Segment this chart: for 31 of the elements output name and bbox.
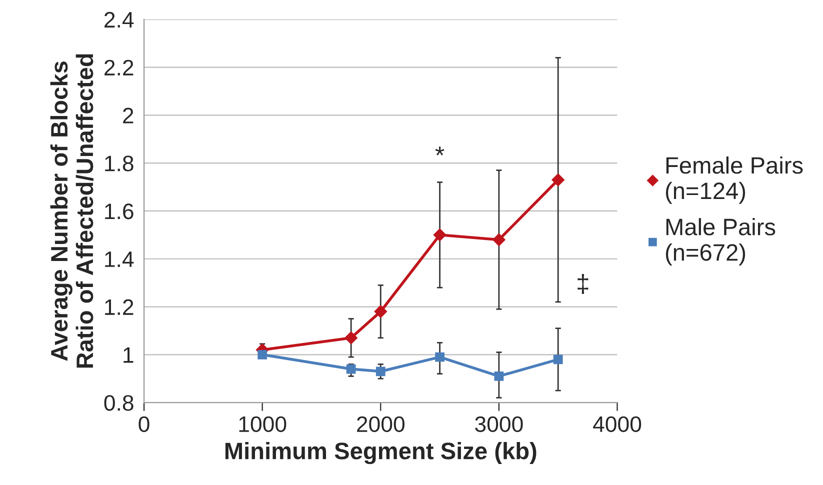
y-tick-label: 1.6 <box>105 204 134 220</box>
annotation: ‡ <box>578 274 588 294</box>
point <box>346 364 356 374</box>
y-tick-label: 2 <box>123 108 134 124</box>
x-axis-title: Minimum Segment Size (kb) <box>225 442 536 464</box>
point <box>433 228 446 242</box>
legend-label: Male Pairs (n=672) <box>666 218 776 266</box>
x-tick-label: 0 <box>138 416 150 432</box>
point <box>258 350 268 360</box>
point <box>492 233 506 246</box>
legend-label: Female Pairs (n=124) <box>666 156 803 204</box>
y-tick-label: 1.4 <box>105 252 134 267</box>
point <box>552 173 565 186</box>
y-tick-label: 2.4 <box>104 12 134 28</box>
x-tick-label: 2000 <box>357 416 404 432</box>
y-axis-title: Average Number of Blocks Ratio of Affected/Unaffected <box>50 54 94 368</box>
x-tick-label: 4000 <box>593 416 642 432</box>
point <box>374 305 388 318</box>
point <box>494 372 504 381</box>
y-tick-label: 0.8 <box>104 395 134 411</box>
point <box>435 352 444 362</box>
y-tick-label: 1 <box>124 347 134 363</box>
x-tick-label: 1000 <box>239 416 286 432</box>
point <box>344 331 358 344</box>
y-tick-label: 1.2 <box>105 299 134 315</box>
x-tick-label: 3000 <box>475 416 523 432</box>
y-tick-label: 2.2 <box>104 60 134 76</box>
annotation: * <box>435 146 444 156</box>
point <box>376 366 386 376</box>
point <box>553 354 563 364</box>
y-tick-label: 1.8 <box>105 156 134 172</box>
